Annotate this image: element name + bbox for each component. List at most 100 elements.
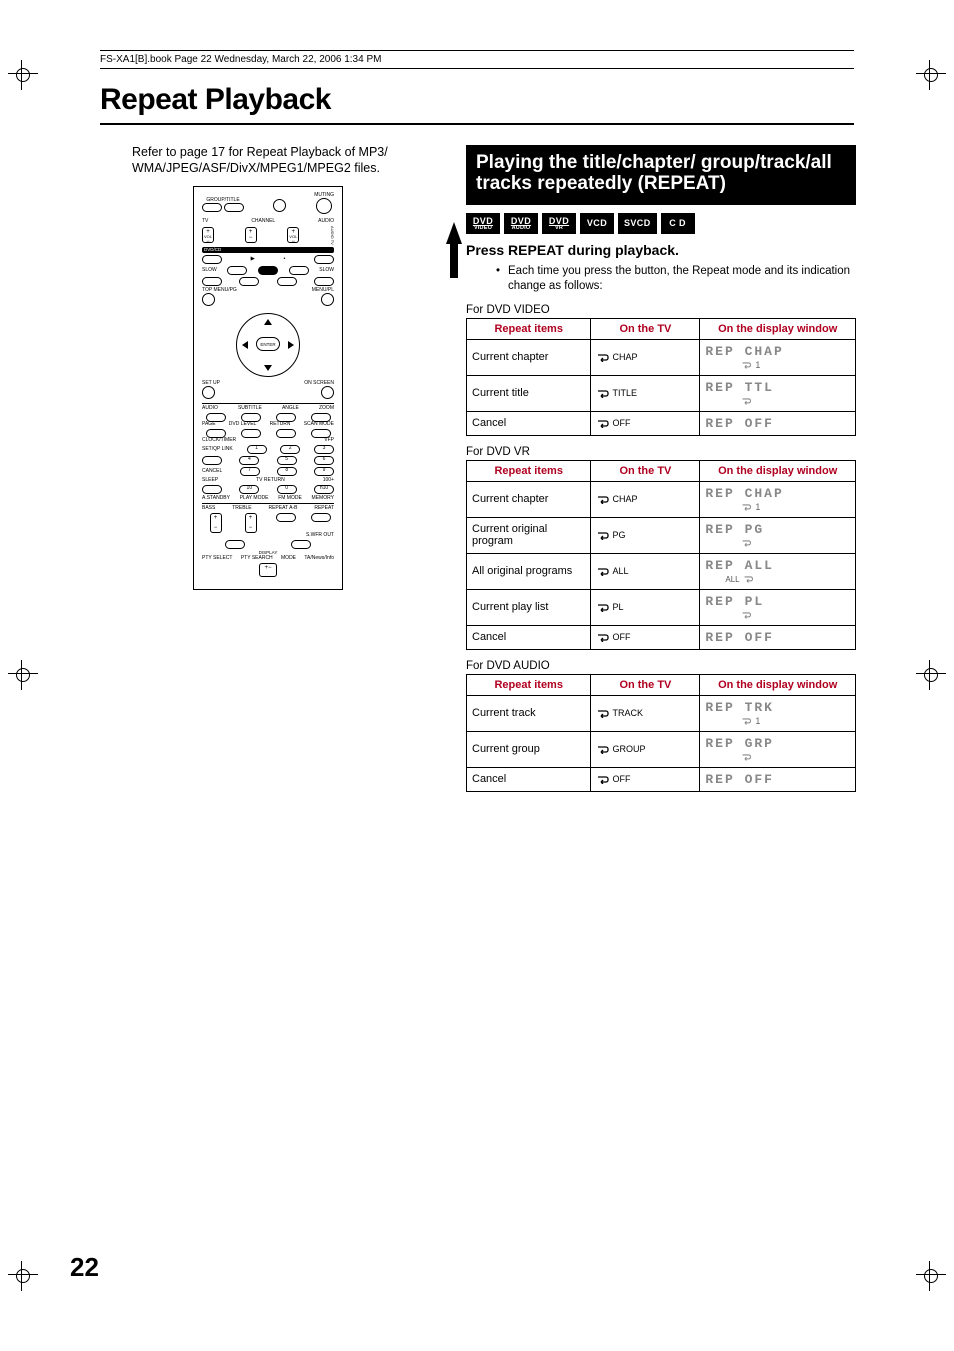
on-tv-cell: TRACK xyxy=(591,695,700,731)
repeat-icon xyxy=(596,418,610,428)
remote-button xyxy=(202,255,222,264)
on-tv-cell: ALL xyxy=(591,553,700,589)
remote-label: PLAY MODE xyxy=(240,496,269,501)
page: FS-XA1[B].book Page 22 Wednesday, March … xyxy=(0,0,954,1351)
repeat-item: Cancel xyxy=(467,411,591,435)
media-tags: DVDVIDEODVDAUDIODVDVRVCDSVCDC D xyxy=(466,213,856,234)
remote-button: +− xyxy=(210,513,222,533)
remote-label: PTY SELECT xyxy=(202,556,232,561)
table-header: Repeat items xyxy=(467,318,591,339)
remote-button xyxy=(225,540,245,549)
display-cell: REP CHAP1 xyxy=(700,339,856,375)
display-cell: REP CHAP1 xyxy=(700,481,856,517)
crop-mark xyxy=(8,1261,38,1291)
bullet-content: Each time you press the button, the Repe… xyxy=(508,264,856,294)
remote-label: ZOOM xyxy=(319,406,334,411)
remote-button xyxy=(273,199,286,212)
repeat-item: Current track xyxy=(467,695,591,731)
remote-wrap: GROUP/TITLE MUTING TV CHANNEL AUDIO +VOL… xyxy=(98,186,438,589)
loop-icon xyxy=(743,574,754,585)
table-header: On the TV xyxy=(591,460,700,481)
remote-button: 6 xyxy=(314,456,334,465)
remote-label: CANCEL xyxy=(202,469,222,474)
repeat-icon xyxy=(596,774,610,784)
on-tv-cell: PG xyxy=(591,517,700,553)
repeat-item: Cancel xyxy=(467,767,591,791)
crop-mark xyxy=(916,1261,946,1291)
remote-button xyxy=(239,277,259,286)
remote-label: PTY SEARCH xyxy=(241,556,273,561)
table-header: Repeat items xyxy=(467,674,591,695)
table-row: CancelOFFREP OFF xyxy=(467,411,856,435)
header-note: FS-XA1[B].book Page 22 Wednesday, March … xyxy=(100,50,854,69)
remote-button xyxy=(202,456,222,465)
remote-button: +− xyxy=(259,563,277,577)
page-title: Repeat Playback xyxy=(100,83,854,125)
remote-button: 7 xyxy=(240,467,260,476)
remote-label: SET UP xyxy=(202,381,220,386)
remote-label: VOL xyxy=(204,235,212,239)
on-tv-cell: OFF xyxy=(591,625,700,649)
remote-label: CLOCK/TIMER xyxy=(202,438,236,443)
remote-button xyxy=(311,513,331,522)
repeat-table: Repeat itemsOn the TVOn the display wind… xyxy=(466,460,856,650)
right-column: Playing the title/chapter/ group/track/a… xyxy=(466,145,856,792)
repeat-item: Current play list xyxy=(467,589,591,625)
remote-label: SLEEP xyxy=(202,478,218,483)
table-header: On the display window xyxy=(700,674,856,695)
remote-button: 8 xyxy=(277,467,297,476)
repeat-icon xyxy=(596,494,610,504)
loop-icon xyxy=(741,396,752,407)
remote-label: AUDIO xyxy=(202,406,218,411)
media-tag: C D xyxy=(661,213,695,234)
remote-label: ON SCREEN xyxy=(304,381,334,386)
remote-label: S.WFR OUT xyxy=(306,533,334,538)
table-row: Current trackTRACKREP TRK1 xyxy=(467,695,856,731)
table-caption: For DVD VR xyxy=(466,446,856,458)
media-tag: SVCD xyxy=(618,213,657,234)
display-cell: REP OFF xyxy=(700,767,856,791)
repeat-item: Cancel xyxy=(467,625,591,649)
table-row: Current chapterCHAPREP CHAP1 xyxy=(467,481,856,517)
table-header: On the TV xyxy=(591,674,700,695)
table-header: On the display window xyxy=(700,460,856,481)
table-row: All original programsALLREP ALLALL xyxy=(467,553,856,589)
remote-label: SCAN MODE xyxy=(304,422,334,427)
remote-label: VOL xyxy=(289,235,297,239)
repeat-icon xyxy=(596,530,610,540)
refer-text: Refer to page 17 for Repeat Playback of … xyxy=(132,145,438,176)
remote-label: SLOW xyxy=(319,268,334,273)
remote-label: BASS xyxy=(202,506,215,511)
remote-button xyxy=(291,540,311,549)
remote-button xyxy=(289,266,309,275)
remote-label: CHANNEL xyxy=(251,219,275,224)
display-cell: REP TRK1 xyxy=(700,695,856,731)
remote-button xyxy=(321,293,334,306)
on-tv-cell: OFF xyxy=(591,767,700,791)
remote-label: VFP xyxy=(324,438,334,443)
table-row: CancelOFFREP OFF xyxy=(467,625,856,649)
remote-button xyxy=(202,203,222,212)
remote-button: 9 xyxy=(314,467,334,476)
crop-mark xyxy=(916,60,946,90)
remote-label: TV RETURN xyxy=(256,478,285,483)
remote-label: REPEAT A-B xyxy=(268,506,297,511)
table-row: Current play listPLREP PL xyxy=(467,589,856,625)
remote-button xyxy=(224,203,244,212)
remote-enter: ENTER xyxy=(256,337,280,351)
arrow-icon xyxy=(446,222,462,244)
instruction: Press REPEAT during playback. xyxy=(466,242,856,258)
remote-button xyxy=(202,293,215,306)
remote-button xyxy=(202,485,222,494)
remote-button: 4 xyxy=(239,456,259,465)
remote-bar: DVD/CD xyxy=(202,247,334,254)
remote-label: TA/News/Info xyxy=(304,556,334,561)
bullet-text: • Each time you press the button, the Re… xyxy=(496,264,856,294)
remote-button: 1 xyxy=(247,445,267,454)
loop-icon xyxy=(741,502,752,513)
display-cell: REP OFF xyxy=(700,625,856,649)
table-header: Repeat items xyxy=(467,460,591,481)
remote-button: +− xyxy=(245,513,257,533)
tables-container: For DVD VIDEORepeat itemsOn the TVOn the… xyxy=(466,304,856,792)
display-cell: REP ALLALL xyxy=(700,553,856,589)
